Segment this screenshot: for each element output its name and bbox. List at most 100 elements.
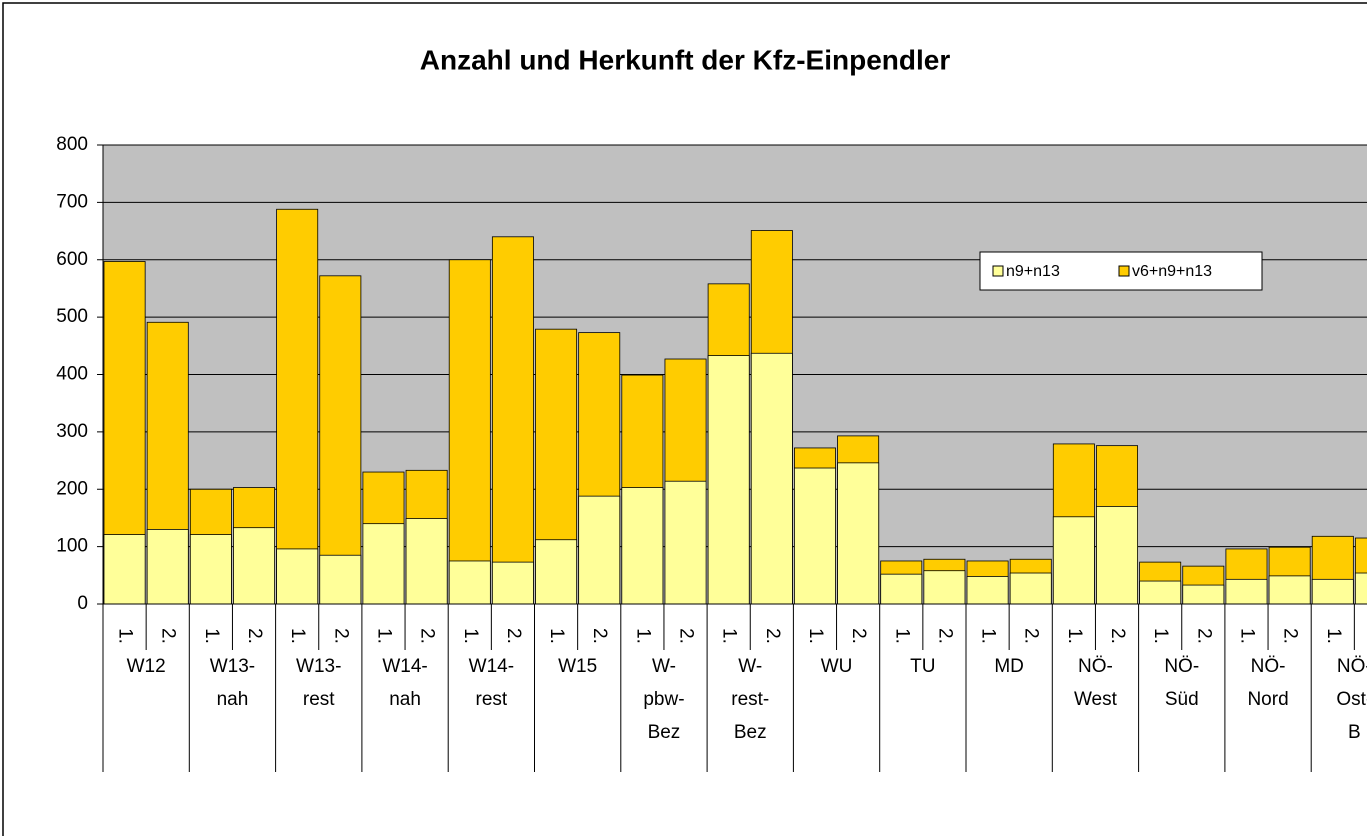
y-tick-label: 500 <box>56 306 88 327</box>
x-group-label: pbw- <box>643 689 684 710</box>
x-subcategory-label: 2. <box>1021 628 1042 644</box>
x-group-label: Ost- <box>1336 689 1367 710</box>
bar <box>276 548 319 605</box>
x-subcategory-label: 1. <box>1236 628 1257 644</box>
legend-swatch <box>1118 265 1130 277</box>
bar <box>1354 537 1367 605</box>
x-group-label: W15 <box>558 656 597 677</box>
bar <box>707 355 750 605</box>
chart-title: Anzahl und Herkunft der Kfz-Einpendler <box>420 44 951 75</box>
bar <box>1009 572 1052 605</box>
x-subcategory-label: 2. <box>1366 628 1367 644</box>
x-group-label: W14- <box>382 656 427 677</box>
x-subcategory-label: 1. <box>891 628 912 644</box>
x-subcategory-label: 2. <box>676 628 697 644</box>
x-group-label: W- <box>652 656 676 677</box>
x-group-label: NÖ- <box>1251 656 1286 677</box>
bar <box>578 495 621 605</box>
bar <box>405 518 448 605</box>
bar <box>880 573 923 605</box>
bar <box>1182 584 1225 605</box>
bar <box>362 523 405 605</box>
bar <box>189 534 232 605</box>
x-subcategory-label: 2. <box>762 628 783 644</box>
x-subcategory-label: 1. <box>719 628 740 644</box>
x-group-label: W14- <box>469 656 514 677</box>
bar <box>276 208 319 605</box>
bar <box>535 539 578 605</box>
x-subcategory-label: 1. <box>805 628 826 644</box>
bar <box>1052 516 1095 605</box>
x-subcategory-label: 2. <box>330 628 351 644</box>
bar <box>966 576 1009 605</box>
x-subcategory-label: 2. <box>589 628 610 644</box>
bar <box>794 467 836 605</box>
bar <box>750 352 793 605</box>
x-subcategory-label: 1. <box>460 628 481 644</box>
y-tick-label: 600 <box>56 249 88 270</box>
x-group-label: nah <box>389 689 421 710</box>
bar <box>103 534 146 605</box>
bar <box>1354 572 1367 605</box>
x-group-label: West <box>1074 689 1118 710</box>
y-tick-label: 800 <box>56 134 88 155</box>
bar <box>491 236 534 605</box>
x-subcategory-label: 1. <box>115 628 136 644</box>
bar <box>448 259 491 605</box>
x-subcategory-label: 1. <box>1323 628 1344 644</box>
bar <box>923 570 966 605</box>
bar <box>146 529 189 605</box>
x-subcategory-label: 1. <box>287 628 308 644</box>
bar <box>233 527 275 605</box>
x-group-label: B <box>1348 722 1361 743</box>
x-group-label: rest <box>303 689 335 710</box>
x-group-label: NÖ- <box>1164 656 1199 677</box>
x-subcategory-label: 2. <box>244 628 265 644</box>
x-subcategory-label: 1. <box>373 628 394 644</box>
x-subcategory-label: 2. <box>158 628 179 644</box>
x-subcategory-label: 2. <box>1280 628 1301 644</box>
bar <box>448 560 491 605</box>
x-group-label: TU <box>910 656 935 677</box>
x-group-label: rest <box>476 689 508 710</box>
bar <box>1139 580 1182 605</box>
x-subcategory-label: 1. <box>978 628 999 644</box>
x-group-label: NÖ- <box>1078 656 1113 677</box>
bar <box>1225 578 1268 605</box>
y-tick-label: 700 <box>56 191 88 212</box>
x-group-label: W12 <box>127 656 166 677</box>
bar <box>664 480 707 605</box>
x-subcategory-label: 1. <box>1150 628 1171 644</box>
x-subcategory-label: 2. <box>1193 628 1214 644</box>
y-tick-label: 100 <box>56 536 88 557</box>
y-tick-label: 300 <box>56 421 88 442</box>
legend-label: n9+n13 <box>1006 263 1060 280</box>
y-tick-label: 200 <box>56 478 88 499</box>
x-subcategory-label: 1. <box>201 628 222 644</box>
x-subcategory-label: 1. <box>546 628 567 644</box>
x-subcategory-label: 2. <box>503 628 524 644</box>
x-group-label: W13- <box>296 656 341 677</box>
bar <box>319 275 362 605</box>
legend-swatch <box>992 265 1004 277</box>
bar <box>1268 575 1311 605</box>
bar <box>837 462 880 605</box>
x-group-label: rest- <box>731 689 769 710</box>
legend-label: v6+n9+n13 <box>1132 263 1212 280</box>
x-group-label: Süd <box>1165 689 1199 710</box>
x-group-label: MD <box>994 656 1024 677</box>
bar <box>1096 506 1138 605</box>
x-group-label: W13- <box>210 656 255 677</box>
x-subcategory-label: 2. <box>417 628 438 644</box>
x-group-label: NÖ- <box>1337 656 1367 677</box>
x-subcategory-label: 2. <box>1107 628 1128 644</box>
x-group-label: nah <box>217 689 249 710</box>
x-group-label: Bez <box>648 722 681 743</box>
x-group-label: W- <box>738 656 762 677</box>
x-subcategory-label: 2. <box>934 628 955 644</box>
x-subcategory-label: 2. <box>848 628 869 644</box>
bar <box>1311 578 1354 605</box>
y-tick-label: 0 <box>77 593 88 614</box>
x-group-label: Bez <box>734 722 767 743</box>
